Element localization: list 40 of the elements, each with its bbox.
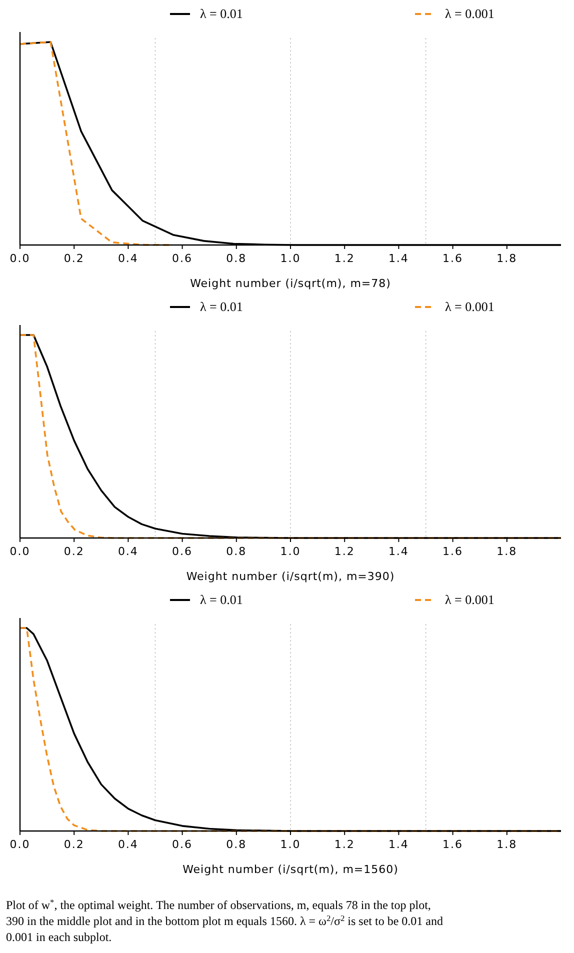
x-tick-label: 0.4 [118, 252, 138, 265]
legend-label: λ = 0.001 [445, 299, 494, 314]
x-tick-label: 0.0 [10, 545, 30, 558]
x-tick-label: 1.0 [280, 252, 301, 265]
x-tick-label: 1.4 [388, 252, 409, 265]
x-tick-label: 1.0 [280, 545, 301, 558]
x-axis-title: Weight number (i/sqrt(m), m=1560) [182, 863, 398, 876]
x-tick-label: 0.6 [172, 838, 193, 851]
x-tick-label: 0.8 [226, 838, 247, 851]
x-tick-label: 0.6 [172, 252, 193, 265]
x-tick-label: 1.8 [496, 252, 518, 265]
x-tick-label: 0.4 [118, 838, 138, 851]
x-tick-label: 0.4 [118, 545, 138, 558]
text: Plot of w$^{*}$, the optimal weight. The number of observations, m, equals 78 in the top plot, 390 in the middle plot and in the bottom plot m equals 1560. λ = ω$^{2}$/σ$^{2}$ is set to be 0.01 and 0.001 in each subplot. [6, 898, 443, 944]
legend-label: λ = 0.01 [200, 299, 243, 314]
legend-label: λ = 0.001 [445, 6, 494, 21]
legend-label: λ = 0.01 [200, 6, 243, 21]
x-tick-label: 1.4 [388, 838, 409, 851]
x-tick-label: 1.4 [388, 545, 409, 558]
x-tick-label: 1.8 [496, 838, 518, 851]
x-axis-title: Weight number (i/sqrt(m), m=390) [186, 570, 395, 583]
x-tick-label: 1.6 [442, 838, 464, 851]
x-tick-label: 0.2 [64, 838, 84, 851]
x-tick-label: 1.2 [334, 252, 355, 265]
x-tick-label: 1.8 [496, 545, 518, 558]
x-tick-label: 0.0 [10, 252, 30, 265]
x-tick-label: 0.8 [226, 545, 247, 558]
x-axis-title: Weight number (i/sqrt(m), m=78) [190, 277, 391, 290]
x-tick-label: 0.6 [172, 545, 193, 558]
x-tick-label: 0.8 [226, 252, 247, 265]
x-tick-label: 1.6 [442, 252, 464, 265]
x-tick-label: 1.2 [334, 838, 355, 851]
x-tick-label: 0.2 [64, 545, 84, 558]
legend-label: λ = 0.01 [200, 592, 243, 607]
x-tick-label: 1.6 [442, 545, 464, 558]
legend-label: λ = 0.001 [445, 592, 494, 607]
x-tick-label: 1.0 [280, 838, 301, 851]
x-tick-label: 0.2 [64, 252, 84, 265]
x-tick-label: 1.2 [334, 545, 355, 558]
x-tick-label: 0.0 [10, 838, 30, 851]
